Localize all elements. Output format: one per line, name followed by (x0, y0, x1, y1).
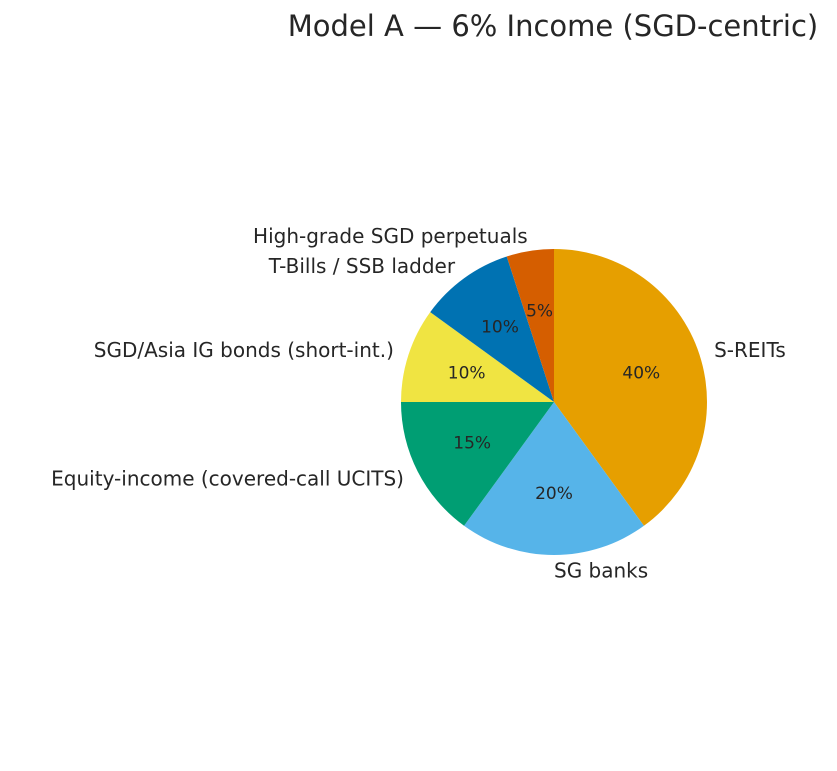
pie-slices (401, 249, 707, 555)
pie-slice-s-reits (554, 249, 707, 526)
category-label-s-reits: S-REITs (714, 338, 786, 362)
category-label-equity-income-covered-call-ucits: Equity-income (covered-call UCITS) (51, 466, 404, 490)
category-label-high-grade-sgd-perpetuals: High-grade SGD perpetuals (253, 224, 528, 248)
category-label-sg-banks: SG banks (554, 558, 648, 582)
pie-slice-t-bills-ssb-ladder (430, 256, 554, 402)
percent-label-equity-income-covered-call-ucits: 15% (453, 434, 491, 454)
category-label-sgd-asia-ig-bonds-short-int: SGD/Asia IG bonds (short-int.) (94, 338, 394, 362)
percent-labels: 40% 20% 15% 10% 10% 5% (448, 301, 660, 504)
pie-slice-sgd-asia-ig-bonds-short-int (401, 312, 554, 402)
percent-label-sgd-asia-ig-bonds-short-int: 10% (448, 364, 486, 384)
chart-title: Model A — 6% Income (SGD-centric) (288, 9, 818, 43)
pie-slice-sg-banks (464, 402, 644, 555)
percent-label-sg-banks: 20% (535, 484, 573, 504)
category-label-t-bills-ssb-ladder: T-Bills / SSB ladder (268, 254, 456, 278)
pie-slice-equity-income-covered-call-ucits (401, 402, 554, 526)
pie-slice-high-grade-sgd-perpetuals (506, 249, 554, 402)
percent-label-t-bills-ssb-ladder: 10% (481, 318, 519, 338)
category-labels: S-REITs SG banks Equity-income (covered-ca… (51, 224, 786, 582)
percent-label-high-grade-sgd-perpetuals: 5% (526, 301, 553, 321)
percent-label-s-reits: 40% (622, 364, 660, 384)
